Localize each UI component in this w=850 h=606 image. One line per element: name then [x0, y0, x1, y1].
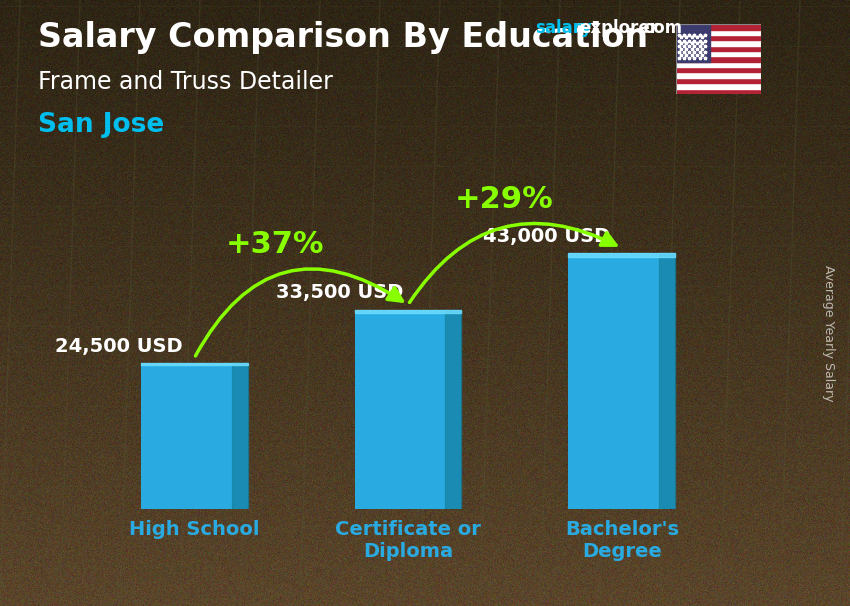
Bar [676, 78, 761, 83]
Bar [676, 35, 761, 41]
Bar [569, 253, 676, 509]
Bar [676, 51, 761, 56]
Text: Frame and Truss Detailer: Frame and Truss Detailer [38, 70, 333, 94]
Bar [676, 56, 761, 62]
Bar [354, 310, 462, 509]
Bar [676, 24, 710, 62]
Bar [676, 45, 761, 51]
Text: 43,000 USD: 43,000 USD [484, 227, 610, 246]
Text: San Jose: San Jose [38, 112, 165, 138]
Bar [660, 253, 676, 509]
Bar [676, 67, 761, 73]
Bar [231, 363, 247, 509]
Bar [569, 253, 676, 257]
Bar [676, 83, 761, 88]
Bar [676, 62, 761, 67]
Bar [445, 310, 462, 509]
Text: +37%: +37% [226, 230, 325, 259]
Text: 24,500 USD: 24,500 USD [55, 337, 183, 356]
Bar [140, 363, 247, 365]
Text: +29%: +29% [455, 185, 553, 214]
Text: Salary Comparison By Education: Salary Comparison By Education [38, 21, 649, 54]
Text: 33,500 USD: 33,500 USD [276, 284, 403, 302]
Bar [354, 310, 462, 313]
Text: Average Yearly Salary: Average Yearly Salary [822, 265, 836, 402]
Text: salary: salary [536, 19, 592, 38]
Bar [676, 30, 761, 35]
Bar [676, 24, 761, 30]
Text: explorer: explorer [579, 19, 658, 38]
Bar [140, 363, 247, 509]
Bar [676, 73, 761, 78]
Text: .com: .com [638, 19, 683, 38]
Bar [676, 88, 761, 94]
Bar [676, 41, 761, 45]
